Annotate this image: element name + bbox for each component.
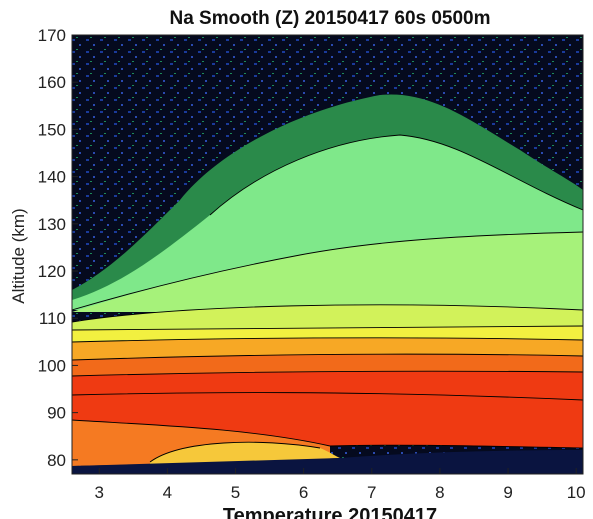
x-tick-label: 5 — [231, 483, 240, 502]
y-tick-label: 130 — [38, 215, 66, 234]
y-tick-label: 110 — [39, 309, 66, 328]
y-tick-label: 120 — [38, 262, 66, 281]
x-tick-label: 10 — [567, 483, 586, 502]
y-tick-label: 80 — [47, 451, 66, 470]
x-tick-label: 6 — [299, 483, 308, 502]
y-tick-label: 150 — [38, 120, 66, 139]
y-tick-label: 140 — [38, 168, 66, 187]
y-axis-label: Altitude (km) — [9, 208, 28, 303]
x-tick-label: 9 — [503, 483, 512, 502]
x-tick-label: 4 — [163, 483, 172, 502]
y-tick-label: 170 — [38, 26, 66, 45]
x-axis-label: Temperature 20150417 — [223, 505, 437, 519]
y-tick-label: 100 — [38, 356, 66, 375]
chart-title: Na Smooth (Z) 20150417 60s 0500m — [169, 8, 490, 29]
x-tick-label: 8 — [435, 483, 444, 502]
x-tick-label: 7 — [367, 483, 376, 502]
y-tick-label: 90 — [47, 404, 66, 423]
contour-field — [72, 35, 583, 474]
x-tick-label: 3 — [95, 483, 104, 502]
y-tick-label: 160 — [38, 73, 66, 92]
plot-frame — [71, 34, 584, 475]
